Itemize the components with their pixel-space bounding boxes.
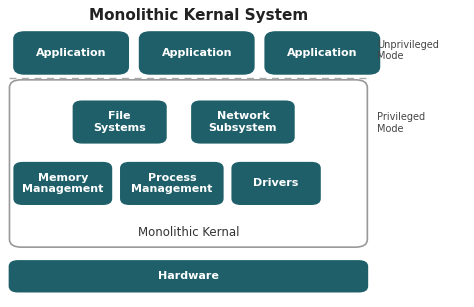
Text: Monolithic Kernal System: Monolithic Kernal System [90,8,309,23]
Text: Process
Management: Process Management [131,173,212,194]
Text: Unprivileged
Mode: Unprivileged Mode [377,40,439,61]
Text: Memory
Management: Memory Management [22,173,103,194]
Text: Application: Application [162,48,232,58]
FancyBboxPatch shape [14,32,128,74]
FancyBboxPatch shape [192,101,294,143]
Text: Application: Application [287,48,357,58]
Text: File
Systems: File Systems [93,111,146,133]
Text: Hardware: Hardware [158,271,219,281]
FancyBboxPatch shape [140,32,254,74]
Text: Privileged
Mode: Privileged Mode [377,112,425,134]
FancyBboxPatch shape [9,80,367,247]
Text: Drivers: Drivers [254,178,299,188]
FancyBboxPatch shape [9,261,367,292]
Text: Monolithic Kernal: Monolithic Kernal [137,227,239,239]
FancyBboxPatch shape [73,101,166,143]
Text: Application: Application [36,48,106,58]
FancyBboxPatch shape [232,163,320,204]
FancyBboxPatch shape [265,32,379,74]
Text: Network
Subsystem: Network Subsystem [209,111,277,133]
FancyBboxPatch shape [14,163,111,204]
FancyBboxPatch shape [121,163,223,204]
